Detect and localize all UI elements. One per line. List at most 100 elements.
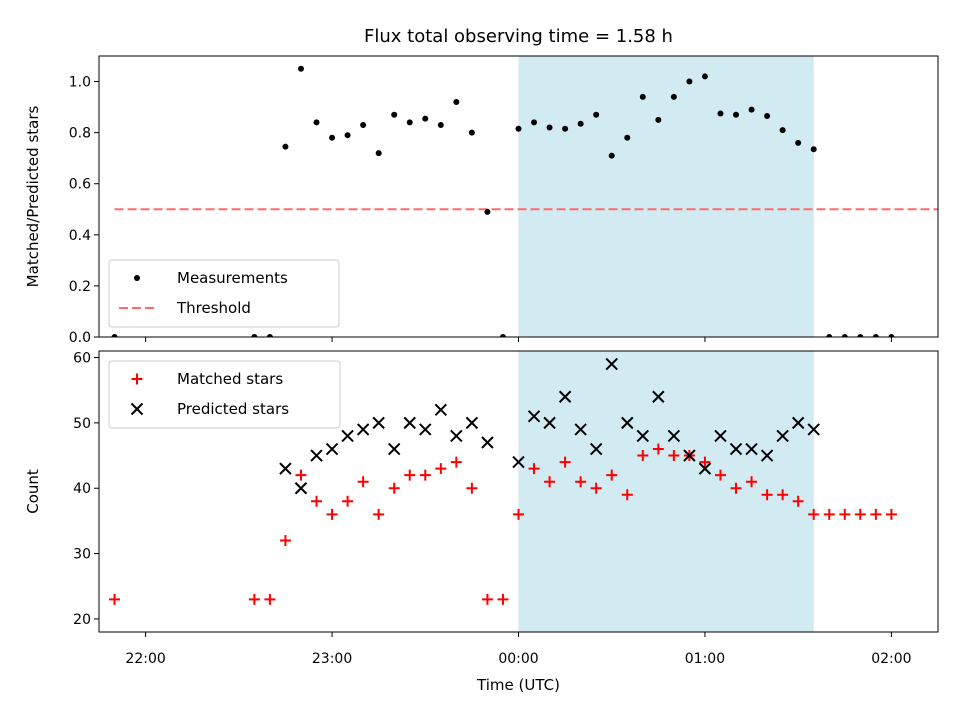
data-point [746,476,758,488]
data-point [590,482,602,494]
data-point [748,106,755,113]
data-point [311,495,323,507]
y-tick-label: 1.0 [69,75,91,91]
data-point [636,429,650,443]
data-point [857,334,864,337]
x-axis-label: Time (UTC) [476,676,560,694]
y-tick-label: 0.8 [69,126,91,142]
data-point [419,423,432,436]
data-point [652,390,665,403]
data-point [375,150,382,157]
data-point [466,482,478,494]
data-point [779,127,786,134]
data-point [826,334,833,337]
data-point [391,111,398,118]
data-point [513,508,524,520]
data-point [637,450,649,462]
series-measurements [111,65,895,337]
data-point [699,456,711,468]
data-point [606,469,618,481]
data-point [872,334,879,337]
data-point [437,121,444,128]
data-point [297,65,304,72]
data-point [745,442,758,456]
data-point [497,593,509,605]
y-tick-label: 20 [73,612,91,628]
data-point [329,134,336,141]
legend: Measurements Threshold [108,259,340,328]
data-point [639,93,646,100]
data-point [531,119,538,126]
data-point [559,456,571,468]
legend: Matched stars Predicted stars [108,360,341,429]
legend-box [108,259,340,328]
data-point [342,495,354,507]
data-point [791,416,805,430]
data-point [577,120,584,127]
x-tick-label: 02:00 [871,651,911,667]
y-tick-label: 50 [73,416,91,432]
data-point [481,593,493,605]
data-point [109,593,121,605]
data-point [729,442,743,456]
data-point [528,463,540,475]
data-point [357,476,369,488]
y-tick-label: 0.2 [69,279,91,295]
data-point [435,463,447,475]
data-point [344,132,351,139]
legend-marker [134,275,140,281]
data-point [698,462,712,475]
data-point [373,508,385,520]
data-point [360,121,367,128]
data-point [372,416,385,430]
data-point [527,410,541,423]
data-point [248,593,260,605]
data-point [562,125,569,132]
observing-window-span [518,56,814,337]
data-point [777,489,789,501]
data-point [888,334,895,337]
y-tick-label: 40 [73,481,91,497]
panel-count: 20 30 40 50 60 22:00 23:00 00:00 01:00 02:00 Count… [24,350,939,694]
data-point [450,456,462,468]
data-point [419,469,431,481]
data-point [808,508,820,520]
data-point [251,334,258,337]
data-point [406,119,413,126]
data-point [453,98,460,105]
data-point [264,593,276,605]
y-tick-label: 0.0 [69,330,91,346]
data-point [605,357,618,371]
data-point [670,93,677,100]
data-point [621,416,634,430]
data-point [795,139,802,146]
data-point [465,416,479,430]
legend-label: Predicted stars [177,400,289,418]
data-point [279,535,291,547]
data-point [810,146,817,153]
data-point [543,416,556,430]
data-point [310,449,323,462]
data-point [575,476,587,488]
legend-box [108,360,341,429]
data-point [468,129,475,136]
data-point [404,469,416,481]
data-point [546,124,553,131]
data-point [450,429,463,443]
data-point [667,429,681,443]
data-point [854,508,866,520]
legend-marker [130,402,144,416]
y-tick-label: 30 [73,547,91,563]
data-point [776,429,789,443]
data-point [792,495,804,507]
data-point [593,111,600,118]
y-axis-label: Matched/Predicted stars [24,106,42,288]
data-point [839,508,851,520]
data-point [341,429,354,443]
plot-area [111,56,938,337]
data-point [624,134,631,141]
data-point [499,334,506,337]
data-point [714,429,727,443]
legend-marker [131,373,143,385]
data-point [512,455,525,469]
